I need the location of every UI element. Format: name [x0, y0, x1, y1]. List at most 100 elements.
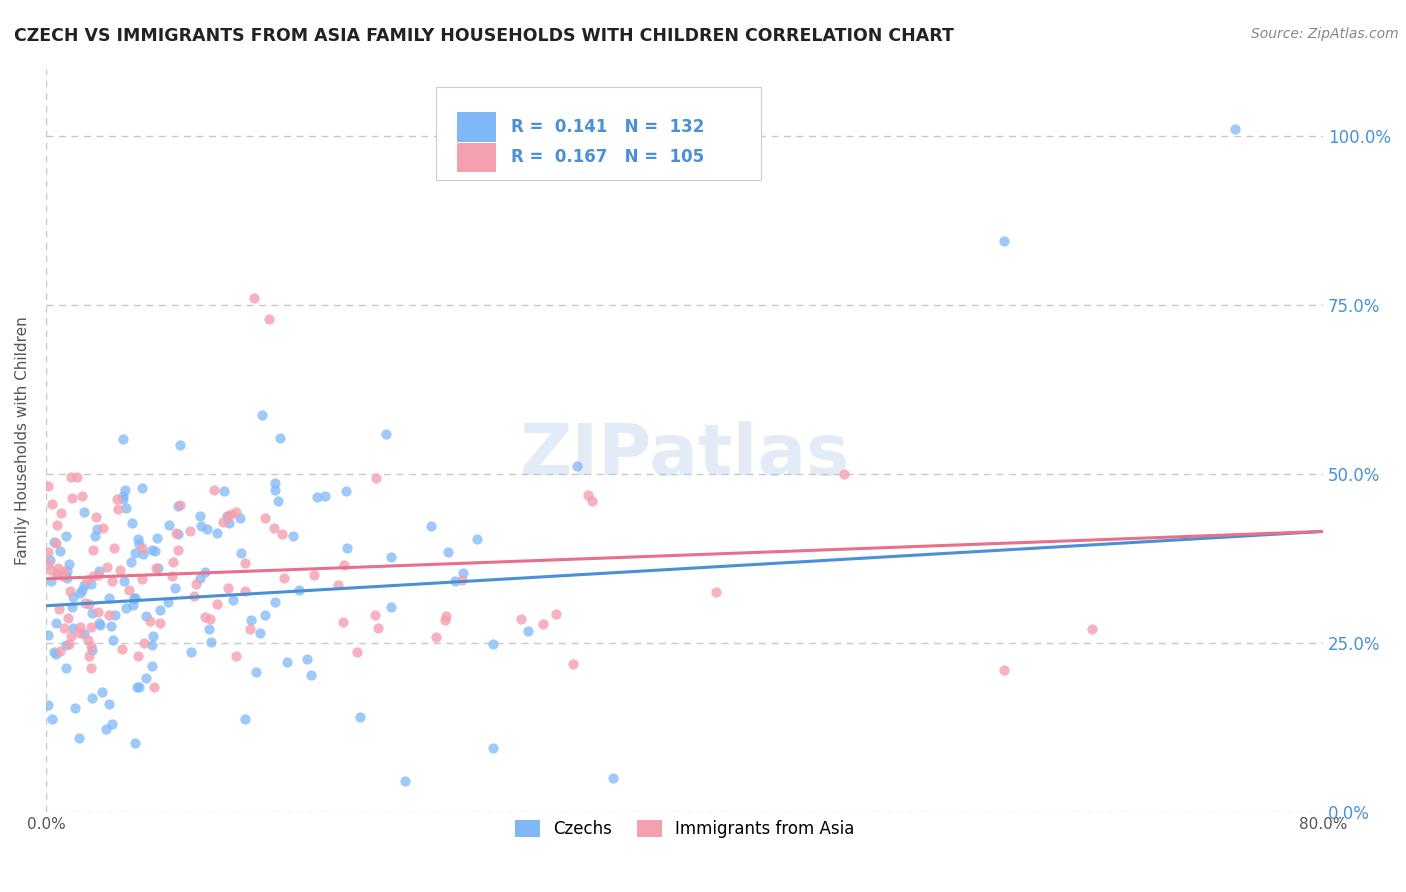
Point [45, 567, 67, 582]
Point [124, 591, 146, 606]
Point [87, 564, 110, 578]
Point [49, 506, 72, 520]
Point [200, 634, 222, 648]
Point [149, 615, 172, 630]
Point [328, 578, 350, 592]
Point [73, 505, 96, 519]
Point [141, 659, 163, 673]
Text: R =  0.167   N =  105: R = 0.167 N = 105 [510, 148, 704, 167]
Point [87, 615, 110, 630]
Point [56, 611, 79, 625]
Point [37, 628, 59, 642]
Point [380, 600, 402, 615]
Point [433, 613, 456, 627]
Point [98, 591, 121, 606]
Point [482, 740, 505, 755]
Point [55, 529, 77, 543]
Point [132, 635, 155, 649]
Point [222, 593, 245, 607]
Point [832, 467, 855, 481]
Point [163, 581, 186, 595]
Point [121, 598, 143, 612]
Point [111, 492, 134, 507]
Point [993, 663, 1015, 677]
Point [273, 571, 295, 585]
Point [264, 595, 287, 609]
Point [75, 596, 97, 610]
Point [218, 516, 240, 530]
Point [45, 566, 67, 581]
Point [510, 612, 533, 626]
Point [63, 701, 86, 715]
Point [105, 491, 128, 506]
Point [101, 632, 124, 647]
Point [46, 518, 69, 533]
Point [48, 602, 70, 616]
Point [131, 541, 153, 555]
Point [135, 608, 157, 623]
Point [56, 572, 79, 586]
Point [59, 584, 82, 599]
Point [110, 563, 132, 577]
Point [91, 521, 114, 535]
Point [202, 483, 225, 497]
Point [299, 668, 322, 682]
Point [97, 698, 120, 712]
Point [37, 478, 59, 492]
Point [120, 555, 142, 569]
Point [197, 522, 219, 536]
Point [141, 543, 163, 558]
Point [162, 569, 184, 583]
Point [107, 502, 129, 516]
Point [62, 621, 84, 635]
Point [96, 560, 118, 574]
Point [217, 508, 239, 523]
Point [91, 685, 114, 699]
Point [233, 556, 256, 570]
Point [1225, 122, 1247, 136]
Point [59, 469, 82, 483]
Point [229, 510, 252, 524]
Point [118, 583, 141, 598]
Point [114, 483, 136, 497]
Point [132, 547, 155, 561]
Point [53, 564, 76, 578]
Point [245, 665, 267, 680]
Point [37, 698, 59, 713]
Point [82, 569, 104, 583]
Point [39, 563, 62, 577]
Point [42, 645, 65, 659]
Point [561, 657, 583, 672]
Point [212, 484, 235, 499]
Point [80, 660, 103, 674]
Point [55, 661, 77, 675]
FancyBboxPatch shape [457, 112, 495, 142]
Point [46, 560, 69, 574]
Point [139, 615, 162, 629]
Point [146, 561, 169, 575]
Point [704, 584, 727, 599]
Point [53, 621, 76, 635]
Point [531, 616, 554, 631]
Point [66, 469, 89, 483]
Point [217, 581, 239, 595]
Point [142, 629, 165, 643]
Point [254, 511, 277, 525]
Point [72, 578, 94, 592]
Point [166, 499, 188, 513]
Point [77, 597, 100, 611]
Point [142, 680, 165, 694]
Text: ZIPatlas: ZIPatlas [519, 420, 849, 490]
Point [135, 672, 157, 686]
Point [419, 519, 441, 533]
Point [127, 648, 149, 663]
Point [198, 622, 221, 636]
Point [37, 557, 59, 571]
Point [375, 427, 398, 442]
Point [122, 591, 145, 606]
Point [263, 483, 285, 498]
Point [249, 626, 271, 640]
Point [1080, 623, 1102, 637]
Point [101, 717, 124, 731]
Point [70, 489, 93, 503]
